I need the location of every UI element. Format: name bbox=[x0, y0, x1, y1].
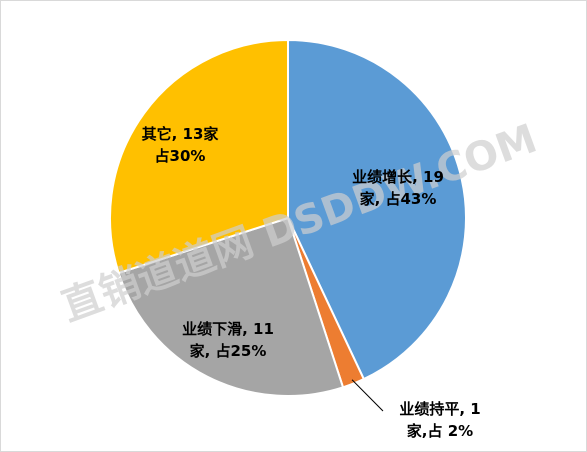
labels: 业绩增长, 19 家, 占43% 业绩持平, 1 家,占 2% 业绩下滑, 11 家, 占… bbox=[142, 125, 481, 440]
data-label-line: 其它, 13家 bbox=[142, 125, 219, 143]
pie-slice bbox=[287, 38, 467, 381]
pie-slice bbox=[117, 216, 345, 397]
data-label: 业绩持平, 1 家,占 2% bbox=[399, 400, 480, 440]
data-label-line: 业绩增长, 19 bbox=[352, 168, 444, 186]
data-label-line: 家, 占43% bbox=[360, 190, 437, 208]
data-label: 业绩下滑, 11 家, 占25% bbox=[182, 320, 274, 360]
data-label-line: 业绩持平, 1 bbox=[399, 400, 480, 418]
leader-line bbox=[351, 379, 384, 412]
data-label: 业绩增长, 19 家, 占43% bbox=[352, 168, 444, 208]
pie bbox=[109, 38, 467, 397]
data-label-line: 家, 占25% bbox=[190, 342, 267, 360]
data-label-line: 业绩下滑, 11 bbox=[182, 320, 274, 338]
data-label-line: 家,占 2% bbox=[407, 422, 473, 440]
pie-slice bbox=[109, 38, 289, 275]
data-label: 其它, 13家占30% bbox=[142, 125, 219, 165]
data-label-line: 占30% bbox=[155, 147, 206, 165]
